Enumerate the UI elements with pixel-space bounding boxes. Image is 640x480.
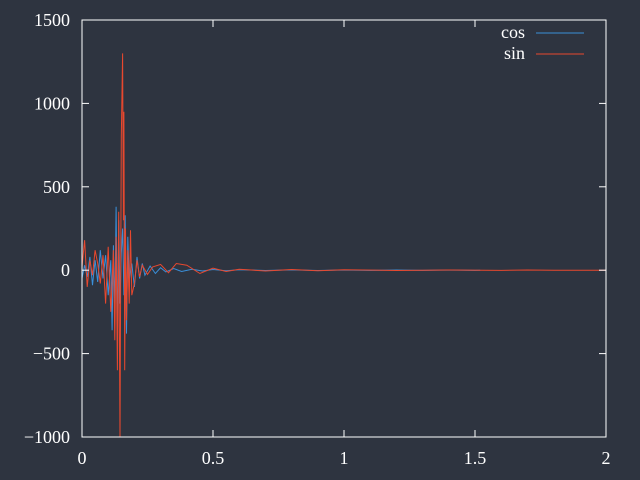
series-line-sin [81, 53, 606, 438]
x-tick-label: 1.5 [464, 448, 487, 468]
y-tick-label: 1500 [34, 10, 70, 30]
y-tick-label: 500 [43, 177, 70, 197]
x-tick-label: 1 [340, 448, 349, 468]
x-tick-label: 0.5 [202, 448, 225, 468]
series-layer [81, 53, 606, 438]
y-tick-label: −500 [33, 344, 70, 364]
x-tick-label: 2 [602, 448, 611, 468]
legend: cos sin [501, 22, 584, 63]
y-tick-label: −1000 [24, 427, 70, 447]
x-tick-label: 0 [78, 448, 87, 468]
legend-label-cos: cos [501, 22, 525, 42]
y-tick-label: 1000 [34, 93, 70, 113]
ticks-layer: 0 0.5 1 1.5 2 −1000 −500 0 500 1000 1500 [24, 10, 611, 468]
y-tick-label: 0 [61, 260, 70, 280]
legend-label-sin: sin [504, 43, 525, 63]
